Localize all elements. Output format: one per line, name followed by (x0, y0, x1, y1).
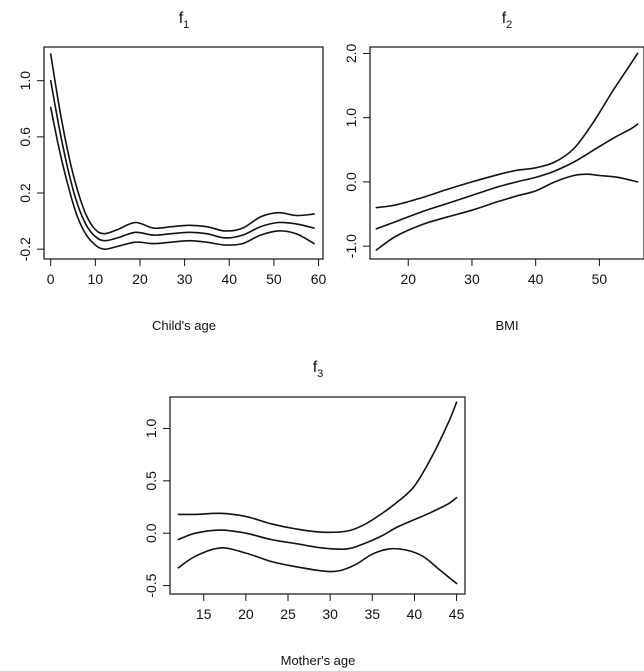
plot-f1: f1 0 10 20 30 40 50 60 -0.2 0.2 0.6 1.0 Child's ag… (17, 10, 327, 333)
plot-f3-xlabel: Mother's age (281, 653, 356, 668)
plot-f1-xtick-label-3: 30 (177, 271, 193, 287)
plot-f3-xtick-label-6: 45 (449, 606, 465, 622)
plot-f1-ytick-label-2: 0.6 (17, 127, 33, 147)
plot-f2-upper-bound-line (375, 52, 639, 209)
plot-f3-xtick-label-4: 35 (364, 606, 380, 622)
plot-f3-frame (169, 396, 466, 595)
plot-f1-ticks: 0 10 20 30 40 50 60 -0.2 0.2 0.6 1.0 (17, 71, 327, 287)
plot-f3-ytick-label-2: 0.5 (143, 471, 159, 491)
plot-f1-xtick-label-0: 0 (47, 271, 55, 287)
plot-f3-xtick-label-3: 30 (322, 606, 338, 622)
plot-f1-ytick-label-1: 0.2 (17, 183, 33, 203)
plot-f3-title: f3 (313, 359, 324, 380)
plot-f3-ytick-label-3: 1.0 (143, 418, 159, 438)
plot-f1-xtick-label-1: 10 (88, 271, 104, 287)
plot-f3-xtick-label-1: 20 (238, 606, 254, 622)
plot-f3-estimate-line (177, 496, 458, 550)
plot-f1-title: f1 (179, 10, 190, 31)
plot-f2-ytick-label-0: -1.0 (343, 234, 359, 258)
plot-f2-ytick-label-2: 1.0 (343, 108, 359, 128)
plot-f1-xlabel: Child's age (152, 318, 216, 333)
plot-f3-upper-bound-line (177, 401, 458, 534)
plot-f2-xlabel: BMI (495, 318, 518, 333)
plot-f2-xtick-label-0: 20 (400, 271, 416, 287)
plot-f3-curves (177, 401, 458, 585)
plot-f3-xtick-label-5: 40 (407, 606, 423, 622)
plot-f2-estimate-line (375, 123, 639, 230)
plot-f2-xtick-label-1: 30 (464, 271, 480, 287)
plot-f2-ytick-label-1: 0.0 (343, 172, 359, 192)
plot-f2: f2 20 30 40 50 -1.0 0.0 1.0 2.0 BMI (343, 10, 644, 333)
plot-f1-estimate-line (49, 79, 315, 242)
plot-f3: f3 15 20 25 30 35 40 45 -0.5 0.0 0.5 1.0 Mother's … (143, 359, 466, 668)
plot-f3-ytick-label-0: -0.5 (143, 573, 159, 597)
plot-f2-xtick-label-2: 40 (528, 271, 544, 287)
plot-f1-upper-bound-line (49, 53, 315, 235)
plot-f3-ytick-label-1: 0.0 (143, 523, 159, 543)
plot-f2-title: f2 (502, 10, 513, 31)
plot-f1-lower-bound-line (49, 106, 315, 251)
plot-f3-xtick-label-2: 25 (280, 606, 296, 622)
plot-f1-xtick-label-5: 50 (266, 271, 282, 287)
plot-f3-lower-bound-line (177, 547, 458, 585)
plot-f3-xtick-label-0: 15 (196, 606, 212, 622)
plot-f3-ticks: 15 20 25 30 35 40 45 -0.5 0.0 0.5 1.0 (143, 418, 465, 622)
plot-f2-curves (375, 52, 639, 251)
plot-f1-ytick-label-3: 1.0 (17, 71, 33, 91)
plot-f2-ticks: 20 30 40 50 -1.0 0.0 1.0 2.0 (343, 43, 607, 287)
plot-f2-frame (369, 46, 644, 260)
plot-f1-curves (49, 53, 315, 251)
plot-f2-xtick-label-3: 50 (592, 271, 608, 287)
plot-f2-lower-bound-line (375, 173, 639, 251)
plot-f1-xtick-label-4: 40 (221, 271, 237, 287)
plot-f1-xtick-label-6: 60 (311, 271, 327, 287)
plot-f1-ytick-label-0: -0.2 (17, 237, 33, 261)
plot-f2-ytick-label-3: 2.0 (343, 43, 359, 63)
plot-f1-frame (43, 46, 324, 260)
plot-f1-xtick-label-2: 20 (132, 271, 148, 287)
